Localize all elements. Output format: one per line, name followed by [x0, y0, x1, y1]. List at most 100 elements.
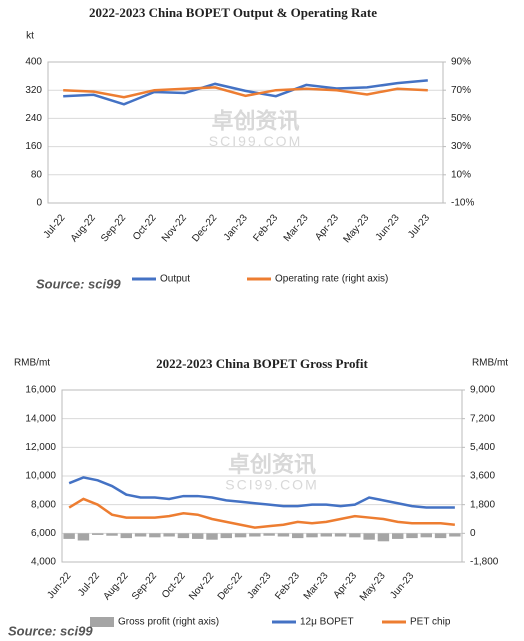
bar — [392, 533, 404, 539]
bar — [406, 533, 418, 539]
x-tick-label: Jul-23 — [406, 212, 432, 240]
line-series — [68, 476, 455, 509]
x-tick-label: Mar-23 — [282, 212, 311, 244]
x-tick-label: Sep-22 — [99, 212, 128, 244]
y2-tick-label: -10% — [451, 198, 474, 209]
legend-swatch — [90, 617, 114, 627]
bar — [292, 533, 304, 539]
x-tick-label: Jun-23 — [388, 570, 416, 601]
y2-tick-label: 7,200 — [470, 413, 495, 424]
x-tick-label: Oct-22 — [160, 570, 188, 600]
x-tick-label: Jan-23 — [245, 570, 273, 601]
bar — [192, 533, 204, 539]
x-tick-label: Apr-23 — [331, 570, 359, 600]
y-axis-label: RMB/mt — [14, 358, 50, 369]
y2-tick-label: 0 — [470, 528, 476, 539]
bar — [263, 533, 275, 536]
x-tick-label: Jan-23 — [222, 212, 250, 243]
plot-frame — [47, 61, 444, 204]
y2-tick-label: 30% — [451, 141, 471, 152]
source: Source: sci99 — [36, 276, 121, 291]
x-tick-label: Jul-22 — [42, 212, 68, 240]
line-series — [63, 86, 428, 99]
bar — [420, 533, 432, 538]
bar — [377, 533, 390, 542]
y-tick-label: 8,000 — [31, 499, 56, 510]
y2-tick-label: 5,400 — [470, 442, 495, 453]
y-tick-label: 10,000 — [25, 471, 56, 482]
legend-label: 12μ BOPET — [300, 617, 354, 628]
line-series — [63, 79, 428, 106]
y-tick-label: 6,000 — [31, 528, 56, 539]
bar — [249, 533, 261, 537]
bar — [120, 533, 132, 539]
x-tick-label: Dec-22 — [216, 570, 245, 602]
bar — [349, 533, 361, 538]
bar — [234, 533, 247, 538]
y-axis-label: kt — [26, 31, 34, 42]
bar — [220, 533, 232, 539]
bar — [106, 533, 118, 536]
x-tick-label: Nov-22 — [160, 212, 189, 244]
x-tick-label: Oct-22 — [131, 212, 159, 242]
x-tick-label: Dec-22 — [190, 212, 219, 244]
x-tick-label: Aug-22 — [101, 570, 130, 602]
bar — [177, 533, 190, 539]
y-tick-label: 16,000 — [25, 385, 56, 396]
x-tick-label: Jun-22 — [45, 570, 73, 601]
bar — [320, 533, 332, 537]
bar — [434, 533, 447, 539]
legend-label: Gross profit (right axis) — [118, 617, 219, 628]
source: Source: sci99 — [8, 623, 93, 638]
y-tick-label: 4,000 — [31, 557, 56, 568]
bar — [206, 533, 218, 540]
y-tick-label: 14,000 — [25, 413, 56, 424]
chart-title: 2022-2023 China BOPET Gross Profit — [156, 356, 368, 371]
bar — [92, 533, 104, 535]
y-tick-label: 0 — [36, 198, 42, 209]
bar — [163, 533, 175, 537]
x-tick-label: Jul-22 — [76, 570, 102, 598]
y2-tick-label: 90% — [451, 57, 471, 68]
y-tick-label: 80 — [31, 169, 43, 180]
y-tick-label: 240 — [25, 113, 42, 124]
x-tick-label: Feb-23 — [251, 212, 280, 244]
watermark: 卓创资讯 — [228, 452, 316, 477]
y-tick-label: 320 — [25, 85, 42, 96]
y2-tick-label: -1,800 — [470, 557, 499, 568]
x-tick-label: May-23 — [358, 570, 388, 603]
plot-frame — [61, 389, 463, 563]
bar — [149, 533, 161, 538]
x-tick-label: Feb-23 — [273, 570, 302, 602]
x-tick-label: Jun-23 — [374, 212, 402, 243]
x-tick-label: Apr-23 — [313, 212, 341, 242]
y2-axis-label: RMB/mt — [472, 358, 508, 369]
x-tick-label: Sep-22 — [130, 570, 159, 602]
legend-label: Operating rate (right axis) — [275, 274, 388, 285]
y2-tick-label: 9,000 — [470, 385, 495, 396]
watermark: SCI99.COM — [209, 133, 302, 149]
legend-label: PET chip — [410, 617, 451, 628]
y2-tick-label: 50% — [451, 113, 471, 124]
y2-tick-label: 3,600 — [470, 471, 495, 482]
chart-title: 2022-2023 China BOPET Output & Operating… — [89, 5, 377, 20]
bar — [77, 533, 90, 541]
x-tick-label: Mar-23 — [302, 570, 331, 602]
legend-label: Output — [160, 274, 190, 285]
watermark: SCI99.COM — [225, 477, 318, 493]
y-tick-label: 160 — [25, 141, 42, 152]
bar — [63, 533, 75, 539]
bar — [363, 533, 375, 540]
bar — [334, 533, 347, 537]
x-tick-label: Nov-22 — [187, 570, 216, 602]
bar — [134, 533, 147, 537]
y2-tick-label: 1,800 — [470, 499, 495, 510]
bar — [277, 533, 290, 537]
x-tick-label: Aug-22 — [69, 212, 98, 244]
x-tick-label: May-23 — [341, 212, 371, 245]
bar — [306, 533, 318, 538]
bar — [449, 533, 461, 537]
watermark: 卓创资讯 — [211, 108, 299, 133]
y-tick-label: 12,000 — [25, 442, 56, 453]
